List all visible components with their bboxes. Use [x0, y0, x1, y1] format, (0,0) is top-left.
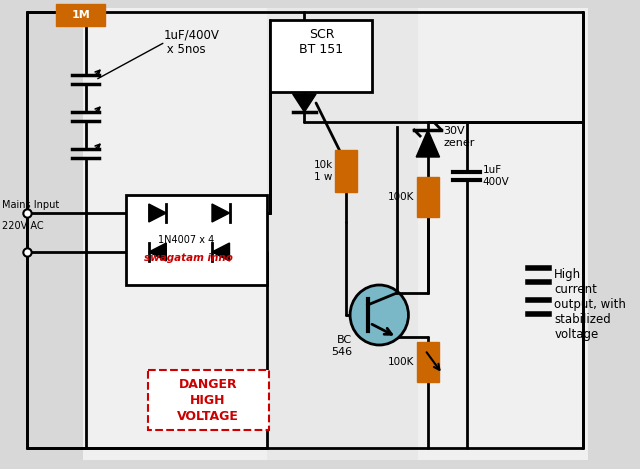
Text: BC
546: BC 546 [331, 335, 352, 356]
Text: Mains Input: Mains Input [2, 200, 59, 210]
Text: swagatam inno: swagatam inno [144, 253, 233, 263]
Text: 100K: 100K [388, 192, 414, 202]
Circle shape [350, 285, 408, 345]
Bar [268, 8, 418, 460]
Polygon shape [212, 243, 230, 261]
Text: 220V AC: 220V AC [2, 221, 44, 231]
Polygon shape [148, 243, 166, 261]
Bar [335, 150, 357, 192]
Text: 100K: 100K [388, 357, 414, 367]
Text: DANGER
HIGH
VOLTAGE: DANGER HIGH VOLTAGE [177, 378, 239, 423]
Text: 30V
zener: 30V zener [444, 126, 475, 148]
Bar [417, 177, 438, 217]
Text: 1M: 1M [71, 10, 90, 20]
Text: 1N4007 x 4: 1N4007 x 4 [157, 235, 214, 245]
Text: 1uF/400V
 x 5nos: 1uF/400V x 5nos [163, 28, 220, 56]
Polygon shape [148, 204, 166, 222]
Bar [148, 370, 269, 430]
Text: High
current
output, with
stabilized
voltage: High current output, with stabilized vol… [554, 268, 626, 341]
Bar [270, 20, 372, 92]
Text: 10k
1 w: 10k 1 w [314, 160, 333, 182]
Bar [127, 195, 268, 285]
Bar [417, 342, 438, 382]
Polygon shape [292, 94, 316, 112]
Bar [56, 4, 105, 26]
Text: 1uF
400V: 1uF 400V [483, 165, 509, 187]
Polygon shape [212, 204, 230, 222]
Text: SCR
BT 151: SCR BT 151 [300, 28, 344, 56]
Polygon shape [416, 130, 440, 157]
Bar [83, 8, 588, 460]
